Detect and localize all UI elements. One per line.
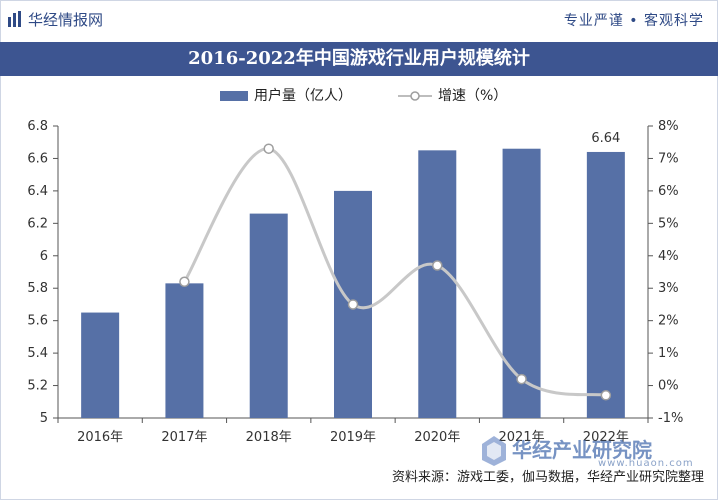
legend-line-swatch xyxy=(398,91,432,101)
legend-line-label: 增速（%） xyxy=(438,88,508,104)
brand-logo-icon xyxy=(8,11,21,27)
right-tick-label: 7% xyxy=(658,151,679,166)
x-tick-label: 2022年 xyxy=(583,430,629,445)
watermark-url: www.huaon.com xyxy=(598,458,694,469)
bar-2018年 xyxy=(249,213,288,418)
growth-point xyxy=(179,276,190,287)
left-tick-label: 5.4 xyxy=(27,346,48,361)
tagline: 专业严谨 • 客观科学 xyxy=(563,13,704,29)
x-tick-label: 2020年 xyxy=(414,430,460,445)
legend-bar-swatch xyxy=(220,91,248,101)
watermark-text: 华经产业研究院 xyxy=(512,438,652,462)
growth-point xyxy=(432,260,443,271)
left-tick-label: 5 xyxy=(40,411,48,426)
left-tick-label: 5.6 xyxy=(27,314,48,329)
right-tick-label: 8% xyxy=(658,119,679,134)
left-tick-label: 5.8 xyxy=(27,281,48,296)
watermark-block xyxy=(480,432,694,472)
growth-point xyxy=(516,373,527,385)
right-tick-label: 5% xyxy=(658,216,679,231)
x-tick-label: 2019年 xyxy=(330,430,376,445)
right-tick-label: 2% xyxy=(658,314,679,329)
growth-line xyxy=(183,147,607,397)
bar-2020年 xyxy=(418,150,457,419)
right-tick-label: 1% xyxy=(658,346,679,361)
bar-2016年 xyxy=(81,312,120,418)
growth-point xyxy=(263,143,274,154)
chart-title: 2016-2022年中国游戏行业用户规模统计 xyxy=(188,48,530,69)
bar-2022年 xyxy=(586,151,625,418)
left-tick-label: 5.2 xyxy=(27,379,48,394)
right-tick-label: 3% xyxy=(658,281,679,296)
x-tick-label: 2017年 xyxy=(161,430,207,445)
bar-2017年 xyxy=(165,283,204,418)
bar-2021年 xyxy=(502,148,541,418)
top-bar: 华经情报网 专业严谨 • 客观科学 xyxy=(0,0,718,40)
left-tick-label: 6.2 xyxy=(27,216,48,231)
watermark-logo-icon xyxy=(482,436,506,466)
legend-item-line: 增速（%） xyxy=(398,84,507,108)
left-tick-label: 6.4 xyxy=(27,184,48,199)
title-band xyxy=(0,42,718,76)
source-note: 资料来源：游戏工委，伽马数据，华经产业研究院整理 xyxy=(391,470,704,485)
x-tick-label: 2016年 xyxy=(77,430,123,445)
left-tick-label: 6.6 xyxy=(27,151,48,166)
left-tick-label: 6.8 xyxy=(27,119,48,134)
bar-data-label: 6.64 xyxy=(591,131,620,146)
left-tick-label: 6 xyxy=(40,249,48,264)
chart-plot: 5 5.2 5.4 5.6 5.8 6 6.2 6.4 6.6 6.8 -1% 0% 1% 2% 3% 4% 5… xyxy=(27,119,683,445)
legend: 用户量（亿人） 增速（%） xyxy=(0,84,718,108)
right-tick-label: -1% xyxy=(658,411,683,426)
right-tick-label: 0% xyxy=(658,379,679,394)
x-tick-label: 2021年 xyxy=(499,430,545,445)
growth-point xyxy=(347,299,359,310)
brand-name: 华经情报网 xyxy=(28,11,104,29)
growth-point xyxy=(600,390,612,401)
legend-item-bar: 用户量（亿人） xyxy=(220,84,352,108)
x-tick-label: 2018年 xyxy=(246,430,292,445)
right-tick-label: 4% xyxy=(658,249,679,264)
legend-bar-label: 用户量（亿人） xyxy=(254,88,352,104)
right-tick-label: 6% xyxy=(658,184,679,199)
